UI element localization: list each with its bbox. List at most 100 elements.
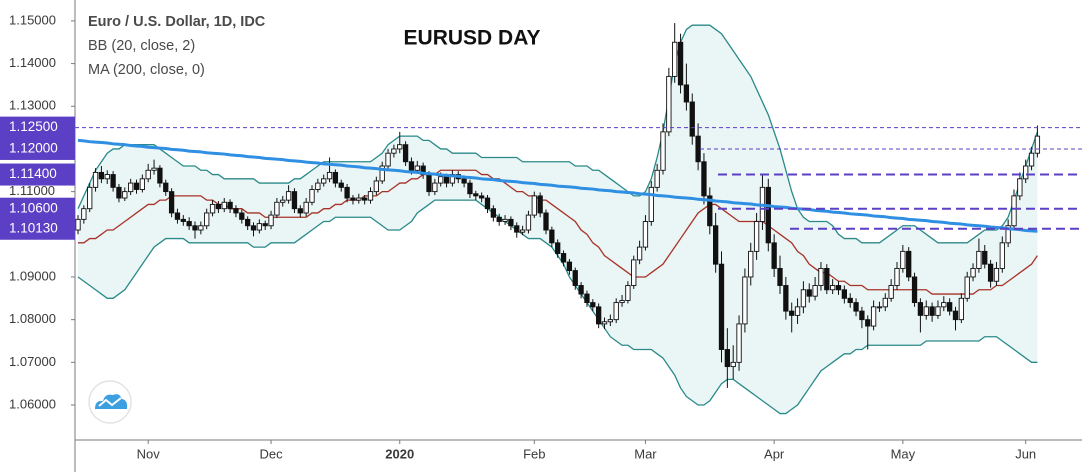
candle-body xyxy=(642,221,649,248)
candle-body xyxy=(830,285,836,291)
candle-body xyxy=(75,218,81,231)
candle-body xyxy=(315,182,321,190)
level-label: 1.11400 xyxy=(9,166,57,181)
candle-body xyxy=(280,199,286,203)
candle-body xyxy=(794,306,801,316)
candle-body xyxy=(379,165,385,182)
candle-body xyxy=(438,176,444,184)
chart-title: EURUSD DAY xyxy=(404,27,541,50)
candle-body xyxy=(525,214,532,231)
candle-body xyxy=(104,174,110,180)
candle-body xyxy=(192,225,198,231)
candle-body xyxy=(116,186,122,199)
candle-body xyxy=(502,218,508,222)
candle-body xyxy=(601,321,608,325)
candle-body xyxy=(303,201,309,214)
logo-cloud xyxy=(95,394,128,409)
candle-body xyxy=(888,285,894,299)
candle-body xyxy=(490,208,496,218)
candle-body xyxy=(560,253,567,263)
candle-body xyxy=(982,250,988,265)
candle-body xyxy=(648,186,654,222)
candle-body xyxy=(186,221,192,227)
candle-body xyxy=(853,302,859,312)
candle-body xyxy=(81,208,87,220)
candle-body xyxy=(338,182,344,188)
candle-body xyxy=(976,250,982,269)
candle-body xyxy=(835,285,842,291)
candle-body xyxy=(209,203,216,214)
x-tick-label: 2020 xyxy=(385,446,414,461)
candle-body xyxy=(496,216,502,222)
candle-body xyxy=(473,193,479,197)
candle-body xyxy=(631,259,637,286)
candle-body xyxy=(736,323,742,363)
candle-body xyxy=(783,285,789,312)
candle-body xyxy=(432,182,438,193)
candle-body xyxy=(683,84,690,103)
candle-body xyxy=(718,263,725,350)
candle-body xyxy=(765,186,771,244)
candle-body xyxy=(964,276,970,299)
candle-body xyxy=(1034,135,1041,154)
indicator-legend: BB (20, close, 2) xyxy=(88,38,195,54)
candle-body xyxy=(859,310,865,321)
candle-body xyxy=(724,349,731,368)
candle-body xyxy=(660,131,666,171)
candle-body xyxy=(865,319,871,327)
candle-body xyxy=(168,191,175,214)
axes: 1.15000 1.14000 1.13000 1.11000 1.09000 1.080… xyxy=(0,12,1036,461)
y-tick-label: 1.06000 xyxy=(9,396,56,411)
candle-body xyxy=(87,186,93,210)
candle-body xyxy=(753,221,760,252)
candle-body xyxy=(362,197,368,201)
candle-body xyxy=(958,297,965,321)
candle-body xyxy=(555,242,561,254)
candle-body xyxy=(467,182,473,195)
candle-body xyxy=(1005,225,1011,244)
candle-body xyxy=(584,293,590,304)
candle-body xyxy=(882,297,888,308)
candle-body xyxy=(297,208,303,214)
candle-body xyxy=(742,276,748,325)
candle-body xyxy=(847,297,853,304)
level-label-box xyxy=(0,217,75,240)
candle-body xyxy=(777,267,783,286)
candle-body xyxy=(531,195,537,216)
x-tick-label: Apr xyxy=(764,446,785,461)
level-label-box xyxy=(0,197,75,220)
candle-body xyxy=(713,225,719,265)
y-tick-label: 1.11000 xyxy=(9,183,55,198)
candle-body xyxy=(414,165,420,171)
candle-body xyxy=(139,178,145,190)
candle-body xyxy=(771,242,777,269)
candle-body xyxy=(999,242,1005,269)
candle-body xyxy=(789,310,795,316)
candle-body xyxy=(923,306,929,316)
candle-body xyxy=(321,178,327,184)
candle-body xyxy=(274,201,280,216)
candle-body xyxy=(233,208,239,214)
candle-body xyxy=(98,171,105,180)
candle-body xyxy=(180,218,186,222)
candle-body xyxy=(894,267,900,286)
candle-body xyxy=(917,302,924,316)
candle-body xyxy=(672,41,678,77)
candle-body xyxy=(666,75,672,133)
candle-body xyxy=(590,302,596,308)
candle-body xyxy=(215,203,222,210)
candle-body xyxy=(906,250,912,278)
candle-body xyxy=(174,212,181,220)
candle-body xyxy=(952,310,959,321)
candle-body xyxy=(929,306,935,316)
candle-body xyxy=(1028,152,1035,167)
candle-body xyxy=(367,191,374,201)
candle-body xyxy=(239,212,245,220)
candle-body xyxy=(227,201,233,210)
candle-body xyxy=(151,167,157,171)
candle-body xyxy=(596,306,602,325)
candle-body xyxy=(613,302,619,321)
candle-body xyxy=(806,289,812,297)
candle-body xyxy=(479,195,485,199)
